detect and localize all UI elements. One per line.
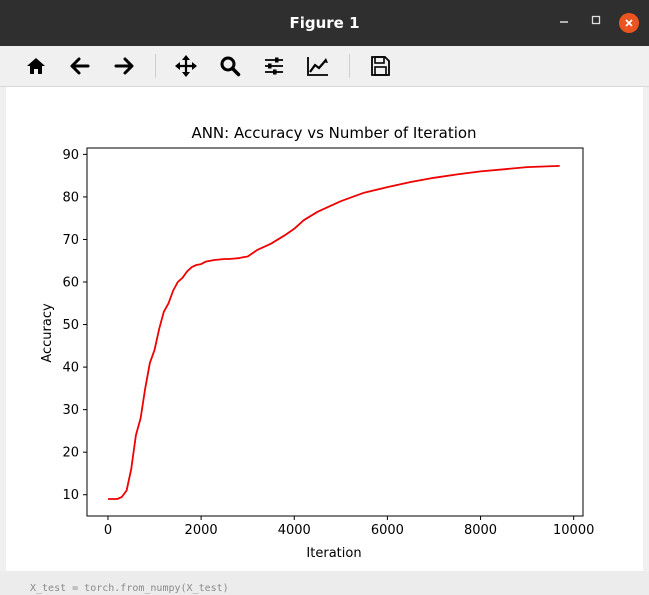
back-button[interactable] [65, 52, 95, 80]
x-axis-label: Iteration [306, 546, 361, 561]
arrow-right-icon [114, 57, 134, 75]
minimize-button[interactable] [554, 13, 574, 33]
background-code-text: X_test = torch.from_numpy(X_test) [30, 583, 229, 594]
y-tick-label: 10 [62, 488, 79, 503]
arrow-left-icon [70, 57, 90, 75]
x-tick-label: 4000 [278, 523, 311, 538]
plot-area-frame [86, 147, 584, 517]
forward-button[interactable] [109, 52, 139, 80]
x-tick-label: 6000 [371, 523, 404, 538]
y-tick-label: 30 [62, 403, 79, 418]
zoom-icon [220, 56, 241, 77]
save-button[interactable] [365, 52, 395, 80]
maximize-button[interactable] [586, 13, 606, 33]
window-title: Figure 1 [289, 14, 360, 32]
status-bar [0, 571, 649, 595]
accuracy-chart: ANN: Accuracy vs Number of Iteration 0 20… [40, 124, 594, 561]
chart-title: ANN: Accuracy vs Number of Iteration [191, 124, 476, 142]
y-tick-label: 90 [62, 148, 79, 163]
accuracy-series-line [108, 165, 560, 500]
sliders-icon [265, 57, 283, 75]
pan-button[interactable] [171, 52, 201, 80]
save-icon [371, 56, 390, 76]
x-tick-label: 2000 [185, 523, 218, 538]
close-button[interactable] [619, 13, 639, 33]
y-axis-label: Accuracy [40, 303, 55, 363]
title-bar: Figure 1 [0, 0, 649, 46]
y-tick-label: 20 [62, 446, 79, 461]
maximize-icon [591, 15, 601, 25]
y-tick-label: 40 [62, 361, 79, 376]
home-icon [27, 58, 45, 74]
x-tick-label: 0 [104, 523, 112, 538]
customize-button[interactable] [303, 52, 333, 80]
minimize-icon [560, 21, 568, 23]
close-icon [625, 19, 633, 27]
y-tick-label: 80 [62, 190, 79, 205]
x-tick-label: 10000 [553, 523, 594, 538]
x-tick-label: 8000 [464, 523, 497, 538]
toolbar-separator [155, 54, 156, 78]
navigation-toolbar [0, 46, 649, 87]
y-tick-label: 60 [62, 276, 79, 291]
figure-canvas[interactable]: ANN: Accuracy vs Number of Iteration 0 20… [6, 87, 643, 571]
y-tick-label: 50 [62, 318, 79, 333]
y-tick-label: 70 [62, 233, 79, 248]
home-button[interactable] [21, 52, 51, 80]
subplots-button[interactable] [259, 52, 289, 80]
line-chart-icon [307, 57, 328, 76]
zoom-button[interactable] [215, 52, 245, 80]
toolbar-separator [349, 54, 350, 78]
move-icon [175, 55, 197, 77]
